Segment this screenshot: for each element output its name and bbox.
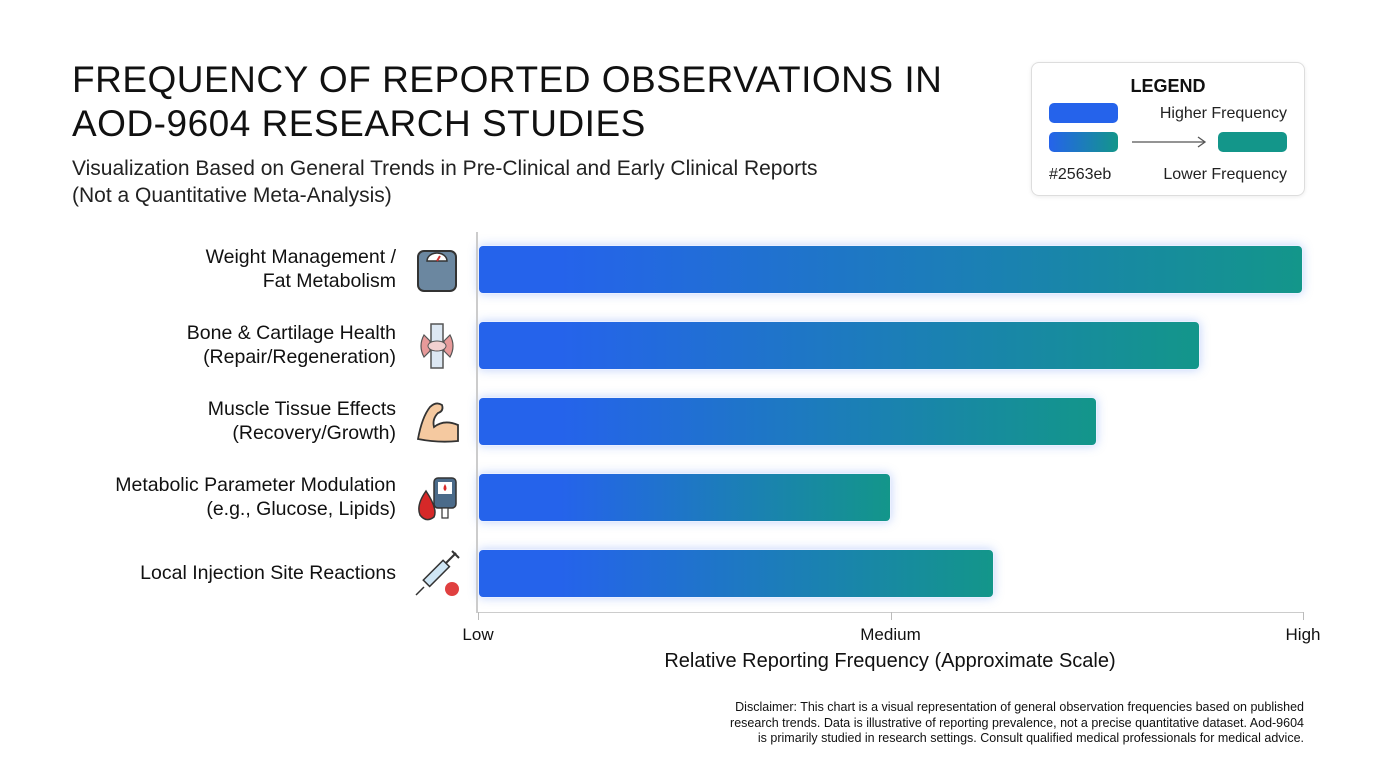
subtitle-line-1: Visualization Based on General Trends in…	[72, 157, 818, 180]
x-tick	[1303, 612, 1304, 620]
disclaimer-line: is primarily studied in research setting…	[757, 731, 1304, 745]
glucose-meter-icon	[418, 477, 457, 521]
category-label-line: Local Injection Site Reactions	[140, 562, 396, 584]
x-axis-label: Relative Reporting Frequency (Approximat…	[664, 650, 1116, 672]
legend-title: LEGEND	[1130, 76, 1206, 96]
legend-swatch-gradient	[1049, 132, 1118, 152]
category-label-line: Fat Metabolism	[262, 270, 396, 292]
legend-hex: #2563eb	[1049, 166, 1112, 183]
category-label: Muscle Tissue Effects (Recovery/Growth)	[208, 397, 396, 445]
legend-higher: Higher Frequency	[1159, 105, 1287, 122]
bar	[478, 245, 1303, 294]
x-tick-label: Medium	[860, 625, 921, 644]
x-tick-label: High	[1285, 625, 1321, 644]
x-axis-line	[476, 612, 1304, 613]
disclaimer-line: Disclaimer: This chart is a visual repre…	[735, 700, 1304, 714]
legend-swatch-teal	[1218, 132, 1287, 152]
x-tick-label: Low	[462, 625, 494, 644]
category-label-line: (Repair/Regeneration)	[203, 346, 396, 368]
category-label-line: Weight Management /	[205, 246, 396, 268]
chart-title: FREQUENCY OF REPORTED OBSERVATIONS IN AO…	[72, 59, 943, 144]
flexed-arm-icon	[416, 402, 459, 443]
category-label-line: (Recovery/Growth)	[232, 422, 396, 444]
legend: LEGEND Higher Frequency #2563eb Lower Fr…	[1031, 62, 1305, 196]
arrow-right-icon	[1132, 136, 1207, 148]
bar	[478, 321, 1200, 370]
category-label: Weight Management / Fat Metabolism	[206, 245, 396, 293]
category-label-line: (e.g., Glucose, Lipids)	[206, 498, 396, 520]
bar	[478, 473, 891, 522]
bar	[478, 549, 994, 598]
x-tick	[890, 612, 892, 620]
subtitle-line-2: (Not a Quantitative Meta-Analysis)	[72, 184, 392, 207]
disclaimer-line: research trends. Data is illustrative of…	[730, 715, 1304, 730]
category-label: Metabolic Parameter Modulation (e.g., Glu…	[115, 473, 396, 521]
category-label-line: Metabolic Parameter Modulation	[115, 474, 396, 496]
chart-subtitle: Visualization Based on General Trends in…	[72, 155, 972, 209]
syringe-icon	[415, 550, 460, 596]
category-label: Local Injection Site Reactions	[140, 561, 396, 585]
x-tick	[478, 612, 479, 620]
legend-swatch-blue	[1049, 103, 1118, 123]
joint-icon	[420, 323, 454, 369]
disclaimer: Disclaimer: This chart is a visual repre…	[664, 700, 1304, 747]
category-label-line: Muscle Tissue Effects	[207, 398, 396, 420]
bar	[478, 397, 1097, 446]
y-axis-line	[476, 232, 478, 612]
category-label-line: Bone & Cartilage Health	[186, 322, 396, 344]
legend-lower: Lower Frequency	[1163, 166, 1287, 183]
category-label: Bone & Cartilage Health (Repair/Regenerat…	[187, 321, 396, 369]
scale-icon	[417, 250, 457, 292]
